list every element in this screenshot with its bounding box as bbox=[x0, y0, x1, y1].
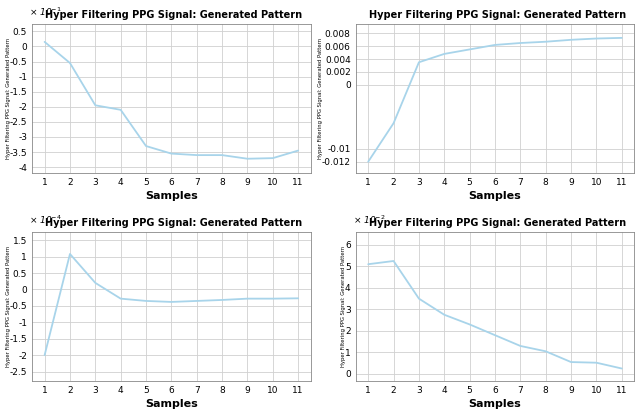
X-axis label: Samples: Samples bbox=[468, 400, 522, 410]
Text: Hyper Filtering PPG Signal: Generated Pattern: Hyper Filtering PPG Signal: Generated Pa… bbox=[369, 218, 626, 228]
Text: × 10$^{-2}$: × 10$^{-2}$ bbox=[353, 214, 385, 226]
Text: × 10$^{-4}$: × 10$^{-4}$ bbox=[29, 214, 62, 226]
Text: Hyper Filtering PPG Signal: Generated Pattern: Hyper Filtering PPG Signal: Generated Pa… bbox=[45, 218, 303, 228]
Y-axis label: Hyper Filtering PPG Signal: Generated Pattern: Hyper Filtering PPG Signal: Generated Pa… bbox=[318, 38, 323, 159]
Y-axis label: Hyper Filtering PPG Signal: Generated Pattern: Hyper Filtering PPG Signal: Generated Pa… bbox=[341, 246, 346, 367]
Text: Hyper Filtering PPG Signal: Generated Pattern: Hyper Filtering PPG Signal: Generated Pa… bbox=[369, 10, 626, 20]
X-axis label: Samples: Samples bbox=[468, 191, 522, 201]
Y-axis label: Hyper Filtering PPG Signal: Generated Pattern: Hyper Filtering PPG Signal: Generated Pa… bbox=[6, 246, 10, 367]
X-axis label: Samples: Samples bbox=[145, 191, 198, 201]
X-axis label: Samples: Samples bbox=[145, 400, 198, 410]
Y-axis label: Hyper Filtering PPG Signal: Generated Pattern: Hyper Filtering PPG Signal: Generated Pa… bbox=[6, 38, 10, 159]
Text: Hyper Filtering PPG Signal: Generated Pattern: Hyper Filtering PPG Signal: Generated Pa… bbox=[45, 10, 303, 20]
Text: × 10$^{-1}$: × 10$^{-1}$ bbox=[29, 5, 62, 18]
